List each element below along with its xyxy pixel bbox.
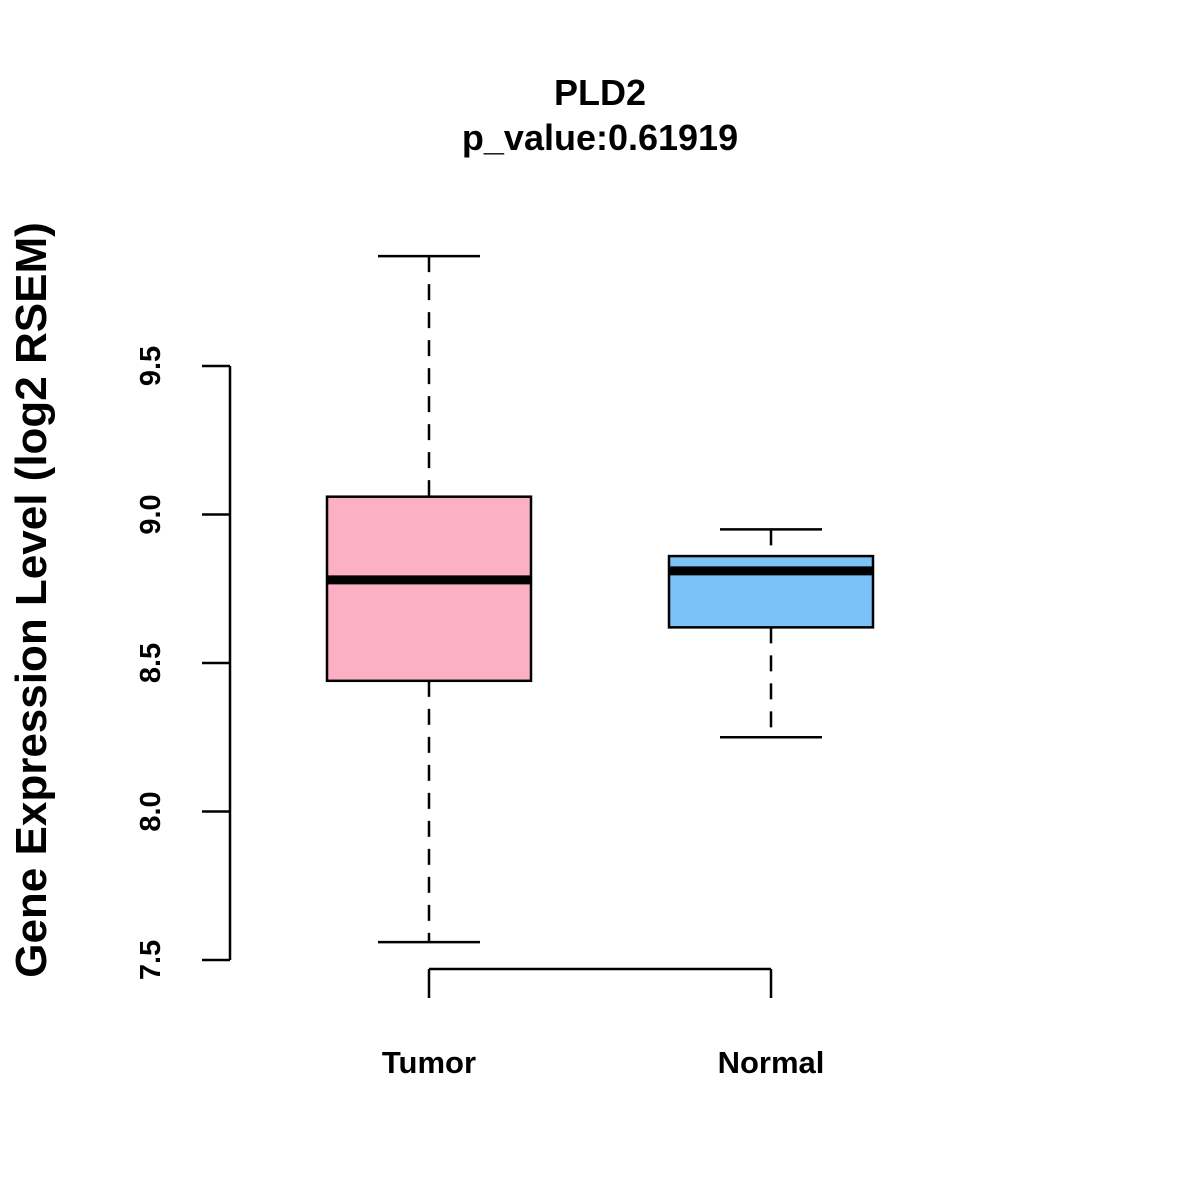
y-tick-label: 8.0 — [135, 791, 167, 831]
box-normal — [667, 528, 875, 739]
x-tick-label-normal: Normal — [718, 1045, 825, 1080]
y-tick-label: 8.5 — [135, 643, 167, 683]
x-axis-labels: Tumor Normal — [382, 1045, 824, 1080]
x-tick-label-tumor: Tumor — [382, 1045, 476, 1080]
chart-subtitle: p_value:0.61919 — [462, 117, 738, 158]
box-tumor — [325, 254, 533, 944]
iqr-box — [325, 495, 533, 683]
boxes — [325, 254, 875, 944]
y-axis: 7.5 8.0 8.5 9.0 9.5 — [135, 346, 232, 980]
chart-title: PLD2 — [554, 72, 646, 113]
y-tick-label: 9.0 — [135, 494, 167, 534]
y-tick-label: 9.5 — [135, 346, 167, 386]
y-axis-label: Gene Expression Level (log2 RSEM) — [7, 222, 56, 978]
comparison-bracket — [427, 967, 773, 998]
y-tick-label: 7.5 — [135, 940, 167, 980]
